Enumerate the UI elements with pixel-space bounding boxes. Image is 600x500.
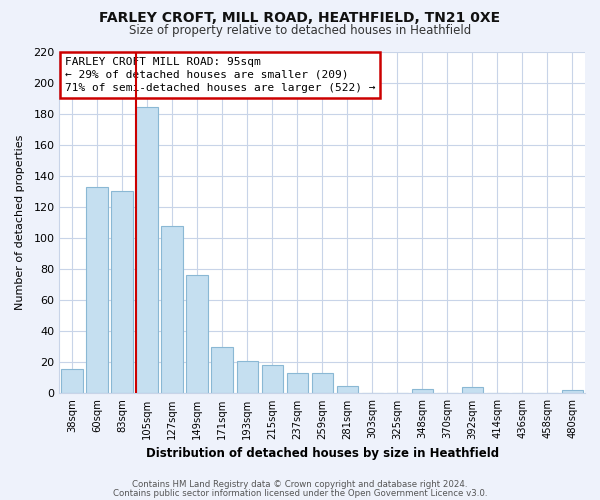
Bar bbox=[187, 276, 208, 394]
Text: Contains public sector information licensed under the Open Government Licence v3: Contains public sector information licen… bbox=[113, 488, 487, 498]
Bar bbox=[236, 361, 258, 394]
Bar bbox=[262, 366, 283, 394]
Bar bbox=[211, 347, 233, 394]
Bar bbox=[161, 226, 182, 394]
Bar bbox=[412, 389, 433, 394]
Bar bbox=[462, 387, 483, 394]
Bar bbox=[337, 386, 358, 394]
Bar bbox=[86, 186, 107, 394]
Bar bbox=[287, 373, 308, 394]
Text: FARLEY CROFT, MILL ROAD, HEATHFIELD, TN21 0XE: FARLEY CROFT, MILL ROAD, HEATHFIELD, TN2… bbox=[100, 11, 500, 25]
X-axis label: Distribution of detached houses by size in Heathfield: Distribution of detached houses by size … bbox=[146, 447, 499, 460]
Bar bbox=[136, 108, 158, 394]
Y-axis label: Number of detached properties: Number of detached properties bbox=[15, 135, 25, 310]
Text: Contains HM Land Registry data © Crown copyright and database right 2024.: Contains HM Land Registry data © Crown c… bbox=[132, 480, 468, 489]
Bar bbox=[562, 390, 583, 394]
Bar bbox=[61, 368, 83, 394]
Bar bbox=[112, 192, 133, 394]
Bar bbox=[311, 373, 333, 394]
Text: FARLEY CROFT MILL ROAD: 95sqm
← 29% of detached houses are smaller (209)
71% of : FARLEY CROFT MILL ROAD: 95sqm ← 29% of d… bbox=[65, 56, 375, 93]
Text: Size of property relative to detached houses in Heathfield: Size of property relative to detached ho… bbox=[129, 24, 471, 37]
